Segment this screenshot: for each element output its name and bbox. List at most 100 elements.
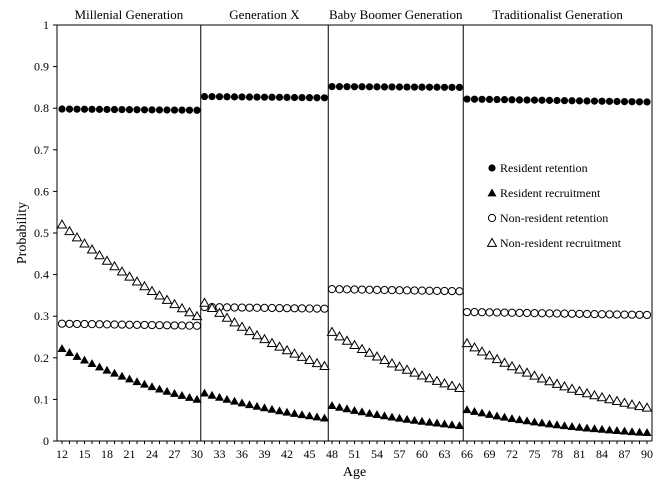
x-tick-label: 75 [529, 447, 541, 461]
data-point [515, 96, 524, 104]
data-point [185, 321, 194, 330]
data-point [582, 309, 592, 319]
data-point [184, 306, 195, 317]
legend-label: Resident recruitment [500, 186, 601, 200]
x-tick-label: 42 [281, 447, 293, 461]
data-point [523, 96, 531, 104]
data-point [500, 96, 509, 104]
data-point [612, 426, 622, 435]
x-tick-label: 60 [416, 447, 428, 461]
data-point [207, 390, 217, 399]
data-point [515, 415, 524, 424]
x-tick-label: 39 [259, 447, 271, 461]
data-point [417, 416, 427, 425]
data-point [86, 244, 98, 254]
data-point [109, 260, 120, 271]
data-point [372, 285, 382, 294]
data-point [252, 401, 262, 410]
data-point [613, 97, 621, 106]
y-tick-label: 0.9 [34, 60, 49, 74]
data-point [305, 304, 314, 313]
data-point [590, 97, 599, 105]
data-point [341, 335, 353, 345]
data-point [537, 309, 547, 318]
data-point [409, 367, 420, 377]
data-point [296, 351, 308, 361]
data-point [365, 285, 374, 294]
data-point [102, 365, 112, 374]
data-point [155, 384, 164, 393]
y-tick-label: 0.4 [34, 268, 49, 282]
data-point [251, 329, 263, 340]
data-point [58, 105, 66, 113]
data-point [635, 427, 644, 436]
generation-label: Millenial Generation [75, 7, 184, 22]
data-point [95, 362, 104, 371]
data-point [597, 310, 607, 319]
data-point [178, 106, 186, 114]
data-point [125, 320, 134, 329]
data-point [440, 286, 449, 296]
data-point [154, 290, 165, 300]
data-point [417, 286, 427, 295]
data-point [530, 417, 539, 426]
data-point [253, 93, 261, 101]
data-point [297, 304, 307, 313]
data-point [545, 309, 554, 318]
data-point [537, 418, 547, 427]
data-point [208, 93, 216, 101]
data-point [131, 276, 143, 286]
data-point [620, 310, 629, 319]
data-point [538, 96, 546, 104]
data-point [575, 309, 584, 318]
data-point [500, 412, 509, 421]
data-point [95, 105, 104, 113]
data-point [311, 357, 323, 368]
data-point [169, 298, 180, 309]
legend-label: Non-resident recruitment [500, 236, 622, 250]
data-point [327, 285, 337, 294]
x-tick-label: 21 [124, 447, 136, 461]
data-point [433, 83, 441, 91]
data-point [275, 406, 284, 415]
data-point [635, 310, 644, 319]
data-point [492, 308, 502, 317]
y-tick-label: 0.7 [34, 143, 49, 157]
data-point [515, 308, 524, 317]
data-point [193, 106, 201, 114]
data-point [65, 105, 74, 113]
generation-label: Traditionalist Generation [492, 7, 623, 22]
data-point [260, 93, 269, 101]
data-point [448, 83, 456, 91]
data-point [581, 387, 593, 398]
data-point [477, 408, 487, 417]
data-point [350, 285, 359, 294]
data-point [289, 348, 300, 358]
data-point [125, 106, 134, 114]
data-point [575, 97, 584, 105]
data-point [110, 368, 119, 377]
data-point [140, 320, 149, 330]
x-tick-label: 63 [439, 447, 451, 461]
data-point [386, 357, 398, 368]
y-tick-label: 0.6 [34, 184, 49, 198]
data-point [402, 286, 412, 295]
data-point [350, 405, 359, 414]
data-point [626, 399, 638, 409]
y-tick-label: 1 [43, 18, 49, 32]
data-point [80, 319, 89, 329]
data-point [140, 379, 149, 388]
data-point [425, 83, 434, 91]
data-point [170, 106, 179, 114]
data-point [583, 97, 591, 105]
data-point [312, 304, 322, 313]
data-point [642, 310, 652, 320]
data-point [380, 285, 389, 295]
data-point [403, 83, 411, 91]
data-point [177, 321, 187, 330]
data-point [499, 357, 510, 367]
data-point [259, 333, 270, 344]
data-point [140, 106, 149, 114]
data-point [507, 414, 517, 422]
x-tick-label: 27 [169, 447, 181, 461]
